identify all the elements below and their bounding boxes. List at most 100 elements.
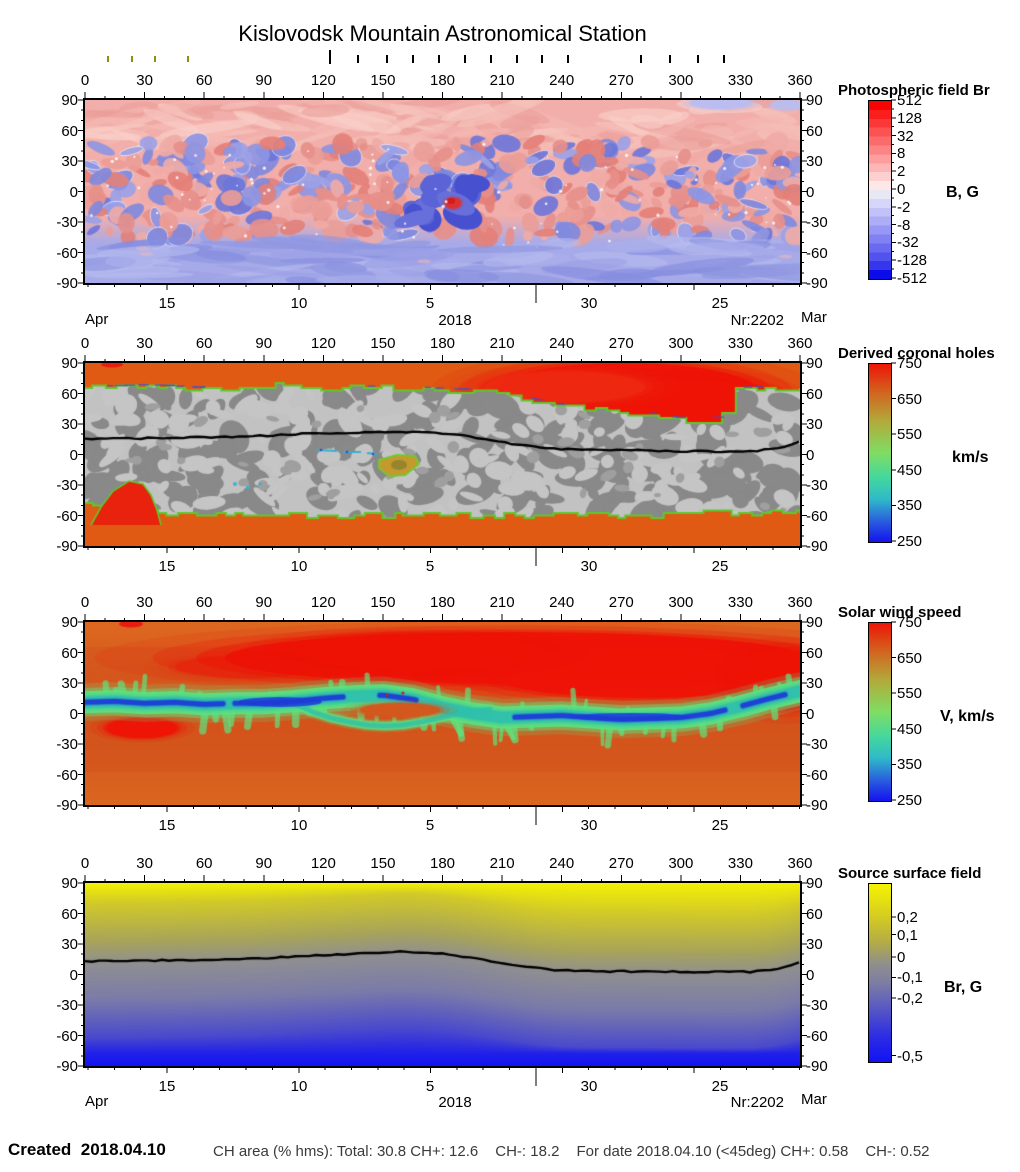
lat-tick-label-right: -90 — [806, 1058, 828, 1075]
date-tick-label: 5 — [425, 817, 435, 834]
month-label-right-bottom: Mar — [801, 1091, 827, 1108]
date-tick-label: 5 — [425, 295, 435, 312]
lon-tick-label: 210 — [489, 855, 515, 872]
colorbar-tick-label: 2 — [897, 163, 906, 181]
colorbar-tick-label: 750 — [897, 614, 923, 631]
lat-tick-label-right: 0 — [806, 446, 815, 464]
lat-tick-label-right: 90 — [806, 614, 823, 631]
colorbar-tick-label: 0,1 — [897, 926, 918, 944]
date-tick-label: 10 — [290, 817, 308, 834]
lat-tick-label-right: -60 — [806, 244, 828, 262]
lon-tick-label: 90 — [255, 594, 273, 611]
lat-tick-label-left: -60 — [56, 244, 78, 262]
date-tick-label: 5 — [425, 558, 435, 575]
colorbar-title-solar-wind-speed: Solar wind speed — [838, 604, 962, 621]
lon-tick-label: 240 — [549, 855, 575, 872]
lat-tick-label-right: 60 — [806, 385, 823, 403]
colorbar-tick-label: -2 — [897, 198, 911, 216]
lon-tick-label: 360 — [787, 855, 813, 872]
lon-tick-label: 300 — [668, 855, 694, 872]
ch-fordate-positive: For date 2018.04.10 (<45deg) CH+: 0.58 — [576, 1143, 849, 1160]
lon-tick-label: 300 — [668, 594, 694, 611]
date-tick-label: 15 — [158, 1078, 176, 1095]
lon-tick-label: 360 — [787, 594, 813, 611]
lon-tick-label: 90 — [255, 72, 273, 89]
lon-tick-label: 60 — [195, 72, 213, 89]
lon-tick-label: 0 — [80, 335, 90, 352]
colorbar-tick-label: 250 — [897, 792, 923, 809]
lat-tick-label-left: 60 — [61, 644, 78, 662]
lat-tick-label-right: 0 — [806, 183, 815, 201]
colorbar-tick-label: 8 — [897, 145, 906, 163]
lat-tick-label-right: 30 — [806, 936, 823, 953]
lat-tick-label-left: -90 — [56, 275, 78, 292]
lon-tick-label: 300 — [668, 335, 694, 352]
lon-tick-label: 120 — [310, 855, 336, 872]
colorbar-tick-label: -32 — [897, 234, 919, 252]
lat-tick-label-right: 90 — [806, 355, 823, 372]
lat-tick-label-left: 0 — [69, 966, 78, 984]
date-tick-label: 30 — [580, 558, 598, 575]
lon-tick-label: 240 — [549, 335, 575, 352]
colorbar-title-source-surface-field: Source surface field — [838, 865, 982, 882]
lat-tick-label-left: 0 — [69, 705, 78, 723]
lat-tick-label-right: 30 — [806, 675, 823, 692]
lat-tick-label-right: -90 — [806, 538, 828, 555]
lat-tick-label-left: 90 — [61, 614, 78, 631]
year-label-bottom: 2018 — [438, 1094, 472, 1111]
colorbar-tick-label: 250 — [897, 533, 923, 550]
lon-tick-label: 330 — [727, 72, 753, 89]
lat-tick-label-left: 30 — [61, 416, 78, 433]
date-tick-label: 15 — [158, 817, 176, 834]
ch-area-negative: CH-: 18.2 — [495, 1143, 560, 1160]
lon-tick-label: 30 — [136, 594, 153, 611]
lon-tick-label: 270 — [608, 335, 634, 352]
colorbar-tick-label: -0,1 — [897, 969, 923, 987]
lat-tick-label-left: -30 — [56, 736, 78, 753]
colorbar-photospheric-field — [868, 100, 892, 280]
lat-tick-label-left: 30 — [61, 675, 78, 692]
date-tick-label: 5 — [425, 1078, 435, 1095]
lon-tick-label: 240 — [549, 72, 575, 89]
date-tick-label: 25 — [711, 558, 729, 575]
lat-tick-label-left: 90 — [61, 355, 78, 372]
lon-tick-label: 150 — [370, 72, 396, 89]
lon-tick-label: 210 — [489, 72, 515, 89]
lat-tick-label-left: -90 — [56, 1058, 78, 1075]
lat-tick-label-left: -60 — [56, 507, 78, 525]
colorbar-tick-label: 450 — [897, 720, 923, 738]
lat-tick-label-right: 60 — [806, 905, 823, 923]
ch-fordate-negative: CH-: 0.52 — [865, 1143, 930, 1160]
date-tick-label: 10 — [290, 295, 308, 312]
lat-tick-label-right: 90 — [806, 92, 823, 109]
rotation-label-bottom: Nr:2202 — [730, 1094, 784, 1111]
date-tick-label: 30 — [580, 1078, 598, 1095]
lat-tick-label-right: 30 — [806, 153, 823, 170]
lon-tick-label: 270 — [608, 72, 634, 89]
colorbar-tick-label: -0,5 — [897, 1047, 923, 1065]
lon-tick-label: 30 — [136, 855, 153, 872]
lon-tick-label: 330 — [727, 594, 753, 611]
colorbar-solar-wind-speed — [868, 622, 892, 802]
colorbar-tick-label: 0 — [897, 181, 906, 198]
lon-tick-label: 0 — [80, 594, 90, 611]
lat-tick-label-left: 0 — [69, 446, 78, 464]
lat-tick-label-right: -60 — [806, 766, 828, 784]
map-canvas-derived-coronal-holes — [85, 363, 800, 546]
lat-tick-label-left: 60 — [61, 385, 78, 403]
lon-tick-label: 240 — [549, 594, 575, 611]
date-tick-label: 10 — [290, 1078, 308, 1095]
colorbar-title-photospheric-field: Photospheric field Br — [838, 82, 990, 99]
lat-tick-label-left: 0 — [69, 183, 78, 201]
colorbar-derived-coronal-holes — [868, 363, 892, 543]
date-tick-label: 30 — [580, 817, 598, 834]
colorbar-tick-label: 350 — [897, 497, 923, 515]
date-tick-label: 15 — [158, 558, 176, 575]
lon-tick-label: 300 — [668, 72, 694, 89]
colorbar-tick-label: 512 — [897, 92, 923, 109]
lat-tick-label-left: -30 — [56, 477, 78, 494]
colorbar-tick-label: 128 — [897, 109, 923, 127]
ch-area-stats: CH area (% hms): Total: 30.8 CH+: 12.6 C… — [213, 1143, 930, 1160]
lon-tick-label: 360 — [787, 72, 813, 89]
